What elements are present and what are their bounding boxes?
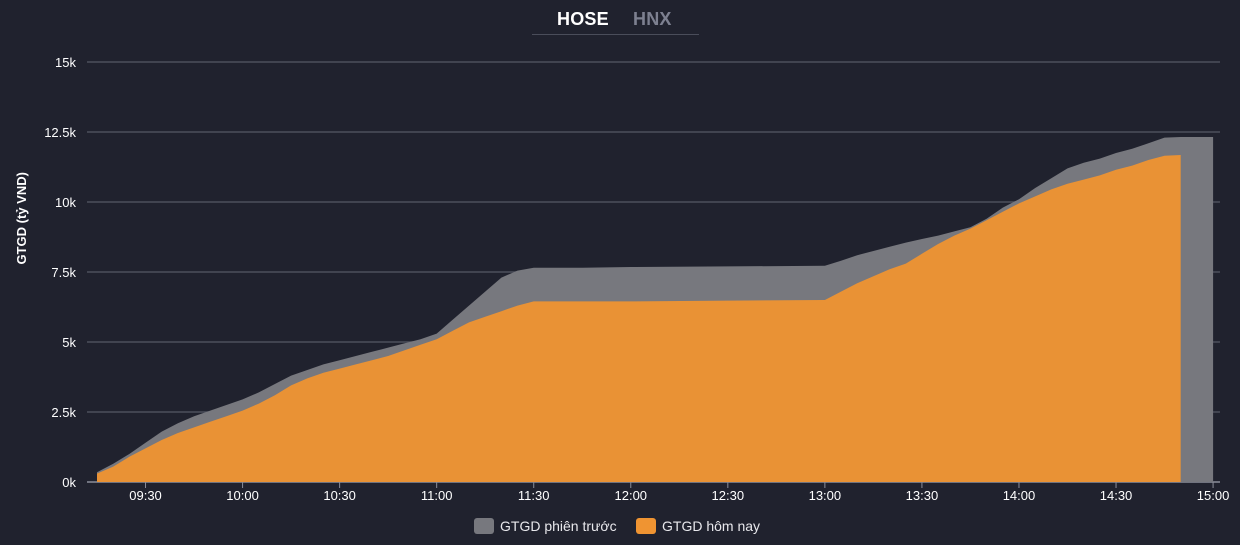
y-tick-label: 10k: [55, 195, 76, 210]
legend-item-today[interactable]: GTGD hôm nay: [636, 515, 760, 537]
y-tick-label: 15k: [55, 55, 76, 70]
x-tick-label: 14:30: [1100, 488, 1133, 503]
x-tick-label: 13:30: [906, 488, 939, 503]
x-tick-label: 12:30: [712, 488, 745, 503]
tab-hose[interactable]: HOSE: [557, 9, 609, 29]
chart-legend: GTGD phiên trước GTGD hôm nay: [0, 515, 1240, 537]
exchange-tabs: HOSE HNX: [532, 6, 699, 35]
x-tick-label: 10:00: [226, 488, 259, 503]
y-tick-label: 2.5k: [51, 405, 76, 420]
legend-swatch-previous: [474, 518, 494, 534]
trading-value-chart: 0k 2.5k 5k 7.5k 10k 12.5k 15k 09:30 10:00 10:30 11…: [44, 55, 1230, 503]
x-tick-label: 14:00: [1003, 488, 1036, 503]
x-tick-label: 10:30: [323, 488, 356, 503]
x-tick-label: 09:30: [129, 488, 162, 503]
x-tick-label: 13:00: [809, 488, 842, 503]
legend-item-previous-session[interactable]: GTGD phiên trước: [474, 515, 617, 537]
legend-label-today: GTGD hôm nay: [662, 518, 761, 534]
x-tick-label: 11:00: [421, 488, 453, 503]
x-tick-label: 15:00: [1197, 488, 1230, 503]
series-area-today: [97, 155, 1181, 482]
x-tick-label: 11:30: [518, 488, 550, 503]
legend-swatch-today: [636, 518, 656, 534]
tab-hnx[interactable]: HNX: [633, 9, 672, 29]
x-tick-label: 12:00: [615, 488, 648, 503]
y-tick-label: 5k: [62, 335, 76, 350]
y-tick-label: 12.5k: [44, 125, 76, 140]
legend-label-previous: GTGD phiên trước: [500, 518, 617, 534]
y-tick-label: 0k: [62, 475, 76, 490]
y-tick-label: 7.5k: [51, 265, 76, 280]
